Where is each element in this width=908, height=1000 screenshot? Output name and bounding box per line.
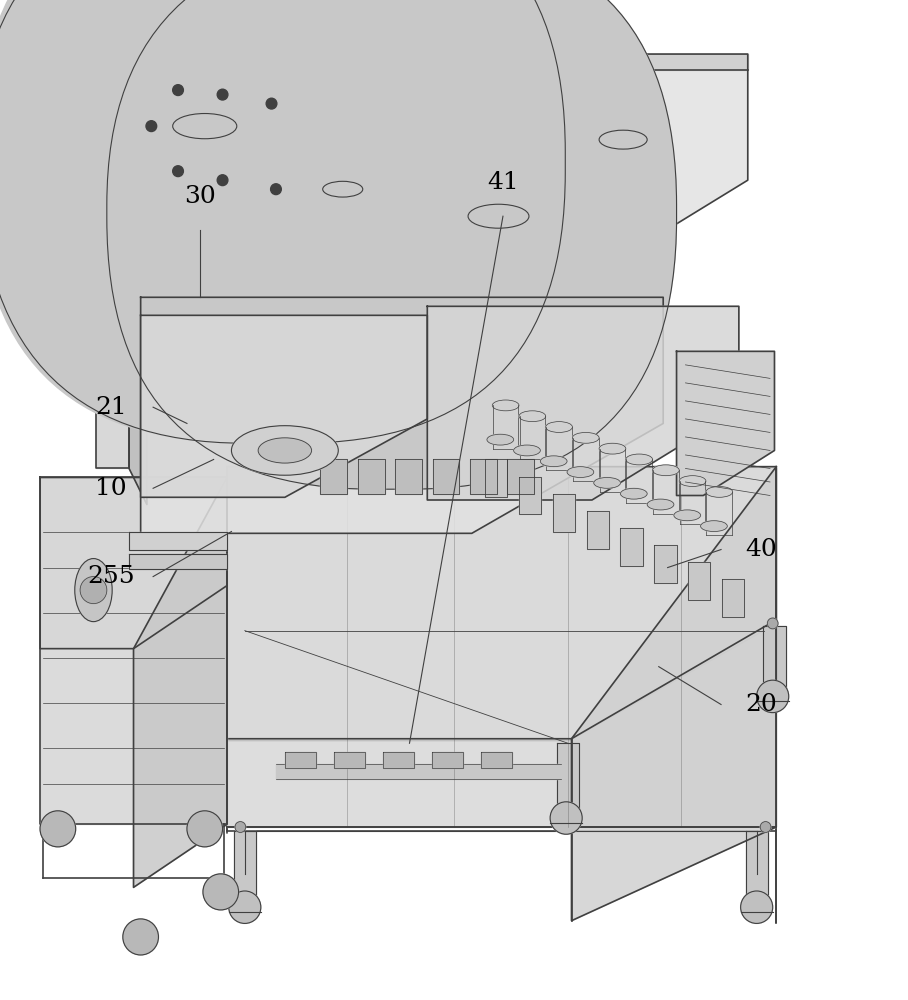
Ellipse shape — [232, 426, 339, 475]
Circle shape — [203, 874, 239, 910]
Text: 30: 30 — [184, 185, 216, 208]
Circle shape — [80, 577, 107, 604]
Circle shape — [756, 680, 789, 713]
Text: 21: 21 — [95, 396, 127, 419]
Text: 41: 41 — [488, 171, 518, 194]
Polygon shape — [571, 467, 776, 921]
Polygon shape — [470, 459, 497, 494]
Polygon shape — [508, 459, 534, 494]
Ellipse shape — [594, 477, 620, 488]
Polygon shape — [285, 752, 316, 768]
Circle shape — [767, 618, 778, 629]
Ellipse shape — [599, 443, 626, 454]
Text: 40: 40 — [745, 538, 777, 561]
Ellipse shape — [647, 499, 674, 510]
Circle shape — [217, 89, 228, 100]
Polygon shape — [722, 579, 745, 617]
Polygon shape — [129, 54, 748, 270]
FancyBboxPatch shape — [107, 0, 676, 489]
Ellipse shape — [568, 467, 594, 477]
FancyBboxPatch shape — [0, 0, 566, 443]
Polygon shape — [227, 467, 776, 739]
Ellipse shape — [74, 559, 113, 622]
Circle shape — [173, 85, 183, 95]
Polygon shape — [227, 467, 776, 827]
Ellipse shape — [620, 488, 647, 499]
Ellipse shape — [572, 432, 599, 443]
Polygon shape — [40, 477, 227, 824]
Polygon shape — [129, 554, 227, 569]
Ellipse shape — [487, 434, 514, 445]
Text: 20: 20 — [745, 693, 777, 716]
Polygon shape — [428, 306, 739, 500]
Ellipse shape — [519, 411, 546, 422]
Polygon shape — [141, 297, 663, 533]
Circle shape — [235, 822, 246, 832]
Ellipse shape — [674, 510, 701, 521]
Polygon shape — [96, 144, 129, 468]
Ellipse shape — [540, 456, 568, 467]
Circle shape — [229, 891, 261, 923]
Polygon shape — [334, 752, 365, 768]
Circle shape — [173, 166, 183, 177]
Polygon shape — [432, 459, 459, 494]
Ellipse shape — [173, 114, 237, 139]
Polygon shape — [129, 532, 227, 550]
Polygon shape — [480, 752, 512, 768]
Polygon shape — [133, 477, 227, 887]
Polygon shape — [227, 468, 776, 741]
Circle shape — [40, 811, 75, 847]
Circle shape — [550, 802, 582, 834]
Ellipse shape — [626, 454, 653, 465]
Polygon shape — [276, 764, 561, 779]
Text: 10: 10 — [95, 477, 127, 500]
Circle shape — [146, 121, 157, 132]
Circle shape — [123, 919, 159, 955]
Ellipse shape — [258, 438, 311, 463]
Polygon shape — [321, 459, 347, 494]
Polygon shape — [676, 351, 775, 495]
Polygon shape — [431, 752, 463, 768]
Polygon shape — [519, 477, 541, 514]
Ellipse shape — [468, 204, 529, 228]
Circle shape — [741, 891, 773, 923]
Circle shape — [266, 98, 277, 109]
Ellipse shape — [701, 521, 727, 532]
Circle shape — [760, 822, 771, 832]
Polygon shape — [485, 459, 508, 497]
Ellipse shape — [514, 445, 540, 456]
Polygon shape — [688, 562, 710, 600]
Polygon shape — [129, 144, 147, 505]
Polygon shape — [553, 494, 575, 532]
Polygon shape — [764, 626, 785, 694]
Polygon shape — [358, 459, 385, 494]
Ellipse shape — [492, 400, 519, 411]
Polygon shape — [233, 831, 256, 905]
Polygon shape — [587, 511, 609, 549]
Ellipse shape — [679, 476, 706, 486]
Ellipse shape — [599, 130, 647, 149]
Polygon shape — [395, 459, 422, 494]
Text: 255: 255 — [87, 565, 135, 588]
Polygon shape — [745, 831, 768, 905]
Ellipse shape — [653, 465, 679, 476]
Polygon shape — [40, 477, 227, 649]
Circle shape — [217, 175, 228, 186]
Polygon shape — [141, 315, 428, 497]
Circle shape — [271, 184, 281, 195]
Polygon shape — [383, 752, 414, 768]
Ellipse shape — [322, 181, 363, 197]
Polygon shape — [129, 54, 748, 70]
Circle shape — [187, 811, 222, 847]
Ellipse shape — [706, 486, 733, 497]
Polygon shape — [620, 528, 643, 566]
Polygon shape — [655, 545, 676, 583]
Polygon shape — [557, 743, 579, 815]
Ellipse shape — [546, 422, 572, 432]
